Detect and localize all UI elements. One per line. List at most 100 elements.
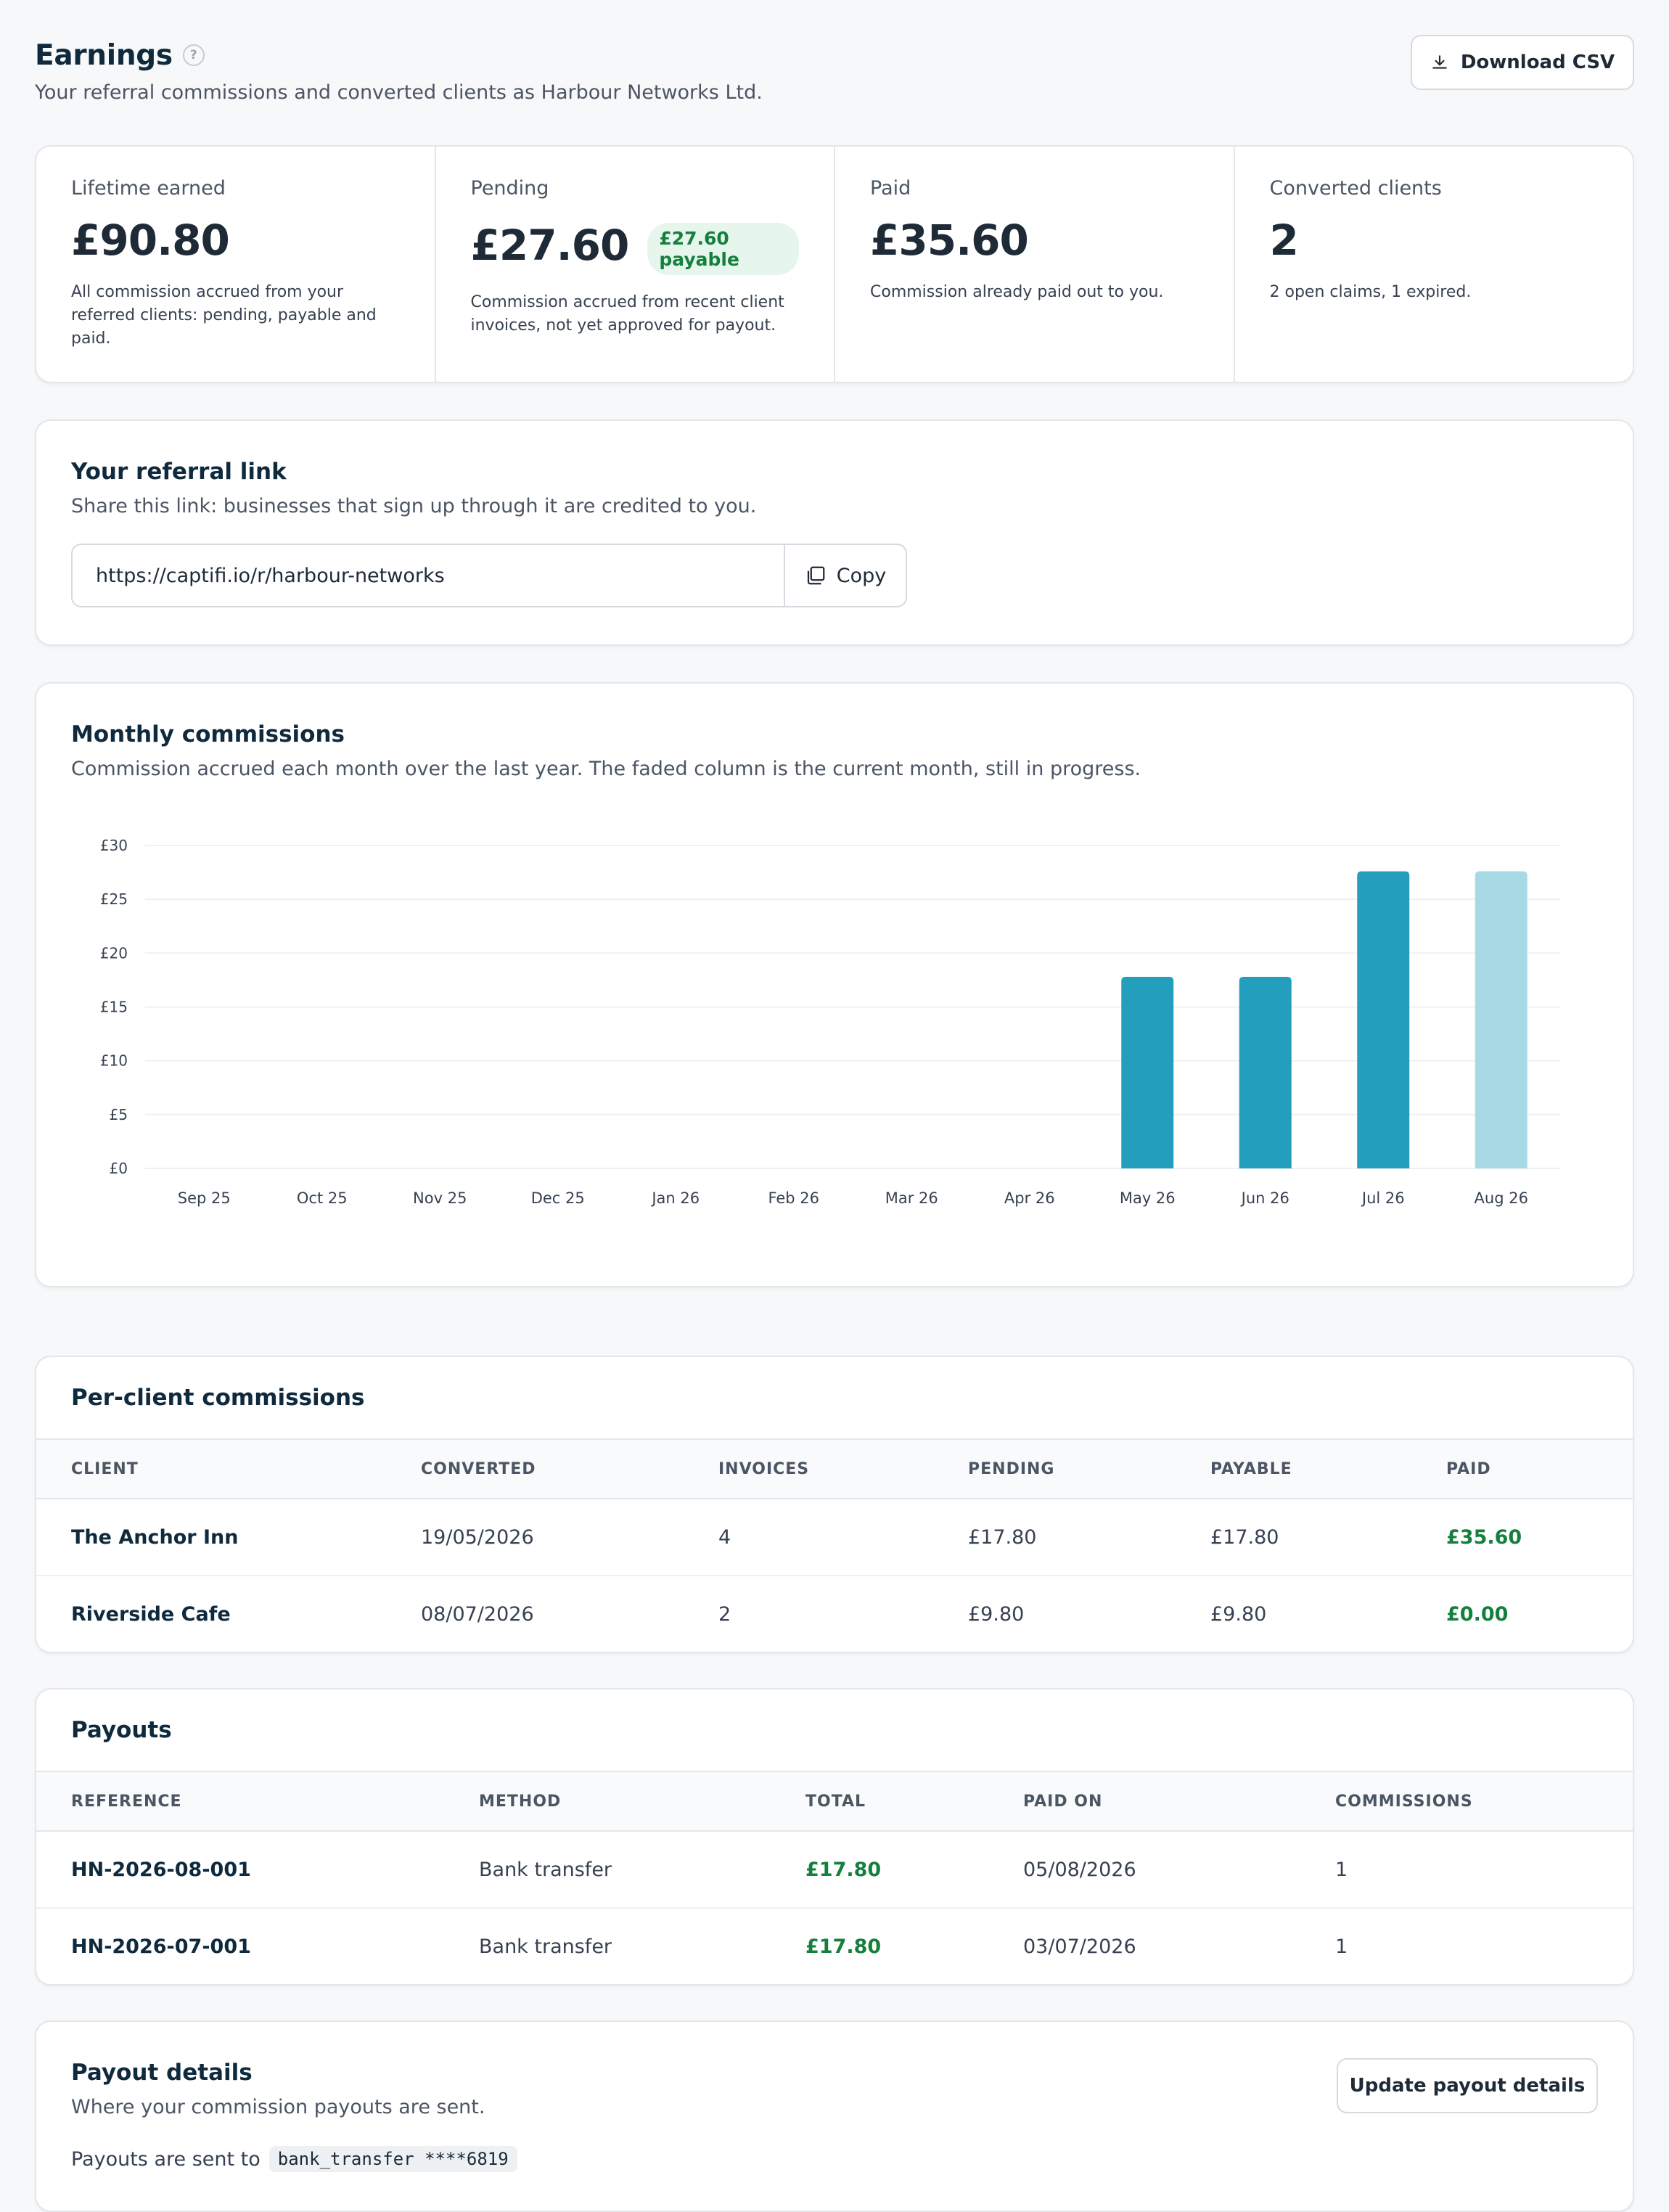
page-header: Earnings ? Your referral commissions and…: [35, 35, 1634, 113]
stat-value: £35.60: [870, 216, 1029, 265]
clients-title: Per-client commissions: [71, 1385, 365, 1411]
referral-title: Your referral link: [71, 459, 287, 485]
table-header-row: CLIENT CONVERTED INVOICES PENDING PAYABL…: [36, 1438, 1633, 1499]
y-tick-label: £5: [110, 1106, 128, 1123]
x-tick-label: Sep 25: [178, 1189, 231, 1207]
update-payout-details-button[interactable]: Update payout details: [1337, 2058, 1598, 2113]
payout-account: bank_transfer ****6819: [268, 2146, 517, 2172]
payouts-table: REFERENCE METHOD TOTAL PAID ON COMMISSIO…: [36, 1771, 1633, 1984]
client-name[interactable]: The Anchor Inn: [36, 1499, 421, 1576]
bar-jul-26[interactable]: [1357, 871, 1410, 1168]
invoice-count: 2: [718, 1603, 731, 1626]
stat-converted-clients: Converted clients 2 2 open claims, 1 exp…: [1235, 147, 1633, 382]
stat-description: Commission accrued from recent client in…: [470, 293, 784, 335]
referral-link-field[interactable]: https://captifi.io/r/harbour-networks Co…: [71, 544, 907, 607]
earnings-page: Earnings ? Your referral commissions and…: [35, 35, 1634, 2212]
referral-subtitle: Share this link: businesses that sign up…: [71, 495, 757, 517]
column-header: PENDING: [968, 1438, 1210, 1499]
stat-description: Commission already paid out to you.: [870, 283, 1164, 301]
converted-date: 19/05/2026: [421, 1499, 718, 1576]
column-header: CLIENT: [36, 1438, 421, 1499]
stats-card: Lifetime earned £90.80 All commission ac…: [35, 145, 1634, 383]
column-header: COMMISSIONS: [1335, 1771, 1633, 1832]
x-tick-label: May 26: [1120, 1189, 1176, 1207]
bar-aug-26[interactable]: [1475, 871, 1527, 1168]
stat-paid: Paid £35.60 Commission already paid out …: [835, 147, 1235, 382]
payable-amount: £9.80: [1210, 1603, 1267, 1626]
title-row: Earnings ?: [35, 35, 1634, 75]
payout-details-card: Payout details Where your commission pay…: [35, 2020, 1634, 2212]
stat-label: Lifetime earned: [71, 177, 226, 200]
chart-subtitle: Commission accrued each month over the l…: [71, 758, 1141, 780]
download-csv-button[interactable]: Download CSV: [1411, 35, 1634, 90]
monthly-commissions-card: Monthly commissions Commission accrued e…: [35, 682, 1634, 1287]
download-icon: [1432, 55, 1447, 69]
table-row[interactable]: The Anchor Inn 19/05/2026 4 £17.80 £17.8…: [36, 1499, 1633, 1576]
stat-value: £27.60: [470, 221, 630, 270]
table-row[interactable]: HN-2026-07-001 Bank transfer £17.80 03/0…: [36, 1908, 1633, 1984]
x-tick-label: Oct 25: [297, 1189, 348, 1207]
payout-reference[interactable]: HN-2026-07-001: [71, 1936, 251, 1958]
payable-badge: £27.60 payable: [647, 223, 799, 275]
payout-commission-count: 1: [1335, 1831, 1633, 1909]
y-tick-label: £10: [100, 1052, 128, 1070]
x-tick-label: Nov 25: [413, 1189, 467, 1207]
stat-lifetime-earned: Lifetime earned £90.80 All commission ac…: [36, 147, 436, 382]
payout-method: Bank transfer: [479, 1936, 612, 1958]
column-header: CONVERTED: [421, 1438, 718, 1499]
payout-reference[interactable]: HN-2026-08-001: [36, 1831, 479, 1909]
pending-amount: £9.80: [968, 1603, 1025, 1626]
referral-link-card: Your referral link Share this link: busi…: [35, 419, 1634, 646]
bar-may-26[interactable]: [1121, 976, 1174, 1168]
payable-amount: £17.80: [1210, 1499, 1446, 1576]
x-tick-label: Jun 26: [1240, 1189, 1289, 1207]
column-header: PAID: [1446, 1438, 1633, 1499]
column-header: PAID ON: [1023, 1771, 1335, 1832]
payout-total: £17.80: [805, 1831, 1023, 1909]
clients-table: CLIENT CONVERTED INVOICES PENDING PAYABL…: [36, 1438, 1633, 1652]
column-header: TOTAL: [805, 1771, 1023, 1832]
payout-destination-label: Payouts are sent to: [71, 2147, 261, 2171]
stat-value-row: £35.60: [870, 216, 1199, 265]
payout-destination: Payouts are sent to bank_transfer ****68…: [71, 2146, 1598, 2172]
table-row[interactable]: HN-2026-08-001 Bank transfer £17.80 05/0…: [36, 1831, 1633, 1909]
table-row[interactable]: Riverside Cafe 08/07/2026 2 £9.80 £9.80 …: [36, 1576, 1633, 1652]
bar-jun-26[interactable]: [1239, 976, 1292, 1168]
x-tick-label: Jan 26: [650, 1189, 700, 1207]
pending-amount: £17.80: [968, 1499, 1210, 1576]
page-title: Earnings: [35, 38, 173, 72]
x-tick-label: Aug 26: [1475, 1189, 1528, 1207]
stat-label: Paid: [870, 177, 911, 200]
stat-label: Converted clients: [1269, 177, 1442, 200]
x-tick-label: Dec 25: [531, 1189, 585, 1207]
x-tick-label: Jul 26: [1361, 1189, 1405, 1207]
x-tick-label: Apr 26: [1004, 1189, 1055, 1207]
stat-value: 2: [1269, 216, 1299, 265]
payout-details-subtitle: Where your commission payouts are sent.: [71, 2096, 485, 2118]
monthly-commissions-chart: £0 £5 £10 £15 £20 £25 £30 Sep 25 Oct 25 Nov 25 Dec…: [100, 837, 1560, 1207]
paid-amount: £35.60: [1446, 1499, 1633, 1576]
payout-commission-count: 1: [1335, 1936, 1348, 1958]
help-circle-icon[interactable]: ?: [182, 44, 205, 66]
y-tick-label: £15: [100, 999, 128, 1016]
x-tick-label: Feb 26: [768, 1189, 819, 1207]
client-name[interactable]: Riverside Cafe: [71, 1603, 231, 1626]
referral-link-value[interactable]: https://captifi.io/r/harbour-networks: [96, 564, 445, 587]
column-header: PAYABLE: [1210, 1438, 1446, 1499]
per-client-commissions-card: Per-client commissions CLIENT CONVERTED …: [35, 1356, 1634, 1653]
y-tick-label: £30: [100, 837, 128, 854]
payout-method: Bank transfer: [479, 1831, 805, 1909]
table-header-row: REFERENCE METHOD TOTAL PAID ON COMMISSIO…: [36, 1771, 1633, 1832]
payouts-card: Payouts REFERENCE METHOD TOTAL PAID ON C…: [35, 1688, 1634, 1986]
payout-date: 05/08/2026: [1023, 1831, 1335, 1909]
stat-value-row: £27.60 £27.60 payable: [470, 216, 799, 275]
payouts-title: Payouts: [71, 1717, 172, 1743]
copy-button[interactable]: Copy: [784, 545, 906, 606]
paid-amount: £0.00: [1446, 1603, 1509, 1626]
stat-label: Pending: [470, 177, 549, 200]
stat-pending: Pending £27.60 £27.60 payable Commission…: [436, 147, 835, 382]
invoice-count: 4: [718, 1499, 968, 1576]
payout-details-title: Payout details: [71, 2060, 253, 2086]
column-header: METHOD: [479, 1771, 805, 1832]
page-subtitle: Your referral commissions and converted …: [35, 81, 763, 104]
